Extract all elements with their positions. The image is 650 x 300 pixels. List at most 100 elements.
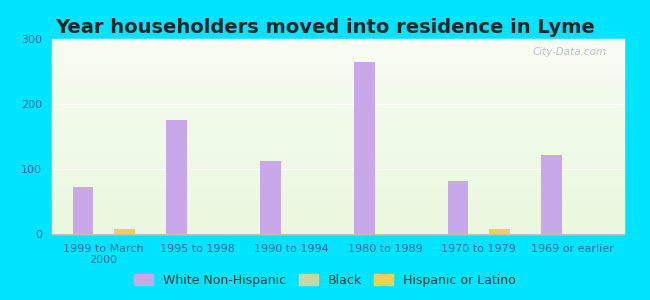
Bar <box>52 160 624 161</box>
Bar <box>52 126 624 127</box>
Bar <box>52 164 624 165</box>
Bar <box>52 44 624 45</box>
Bar <box>52 205 624 206</box>
Bar <box>52 179 624 180</box>
Bar <box>52 215 624 217</box>
Bar <box>52 77 624 78</box>
Bar <box>52 52 624 53</box>
Bar <box>52 186 624 187</box>
Bar <box>52 208 624 209</box>
Bar <box>52 209 624 210</box>
Bar <box>52 144 624 145</box>
Bar <box>52 43 624 44</box>
Bar <box>52 65 624 66</box>
Bar <box>52 168 624 169</box>
Bar <box>52 59 624 60</box>
Bar <box>52 51 624 52</box>
Bar <box>52 39 624 40</box>
Bar <box>52 70 624 71</box>
Bar <box>52 119 624 120</box>
Bar <box>52 196 624 197</box>
Bar <box>52 100 624 101</box>
Bar <box>52 192 624 193</box>
Bar <box>52 94 624 95</box>
Bar <box>52 228 624 229</box>
Bar <box>52 58 624 59</box>
Bar <box>52 203 624 204</box>
Bar <box>52 120 624 121</box>
Bar <box>166 120 187 234</box>
Bar <box>52 218 624 219</box>
Bar <box>52 72 624 73</box>
Bar <box>52 198 624 199</box>
Bar <box>52 182 624 183</box>
Bar <box>52 123 624 124</box>
Bar <box>52 45 624 46</box>
Bar <box>52 55 624 56</box>
Bar <box>52 115 624 116</box>
Bar <box>52 142 624 143</box>
Bar <box>52 80 624 81</box>
Bar <box>52 191 624 192</box>
Bar <box>52 71 624 72</box>
Bar <box>52 150 624 151</box>
Bar <box>52 54 624 55</box>
Bar <box>52 156 624 157</box>
Bar <box>52 153 624 154</box>
Bar <box>52 200 624 201</box>
Bar <box>52 91 624 92</box>
Bar <box>52 40 624 41</box>
Bar <box>52 82 624 83</box>
Bar <box>52 177 624 178</box>
Bar <box>52 147 624 148</box>
Bar <box>52 67 624 68</box>
Bar <box>52 146 624 147</box>
Bar <box>52 89 624 90</box>
Bar <box>52 162 624 163</box>
Bar <box>52 104 624 105</box>
Bar <box>52 76 624 77</box>
Bar <box>52 85 624 86</box>
Bar <box>52 225 624 226</box>
Bar <box>354 62 374 234</box>
Bar <box>448 181 469 234</box>
Bar <box>52 187 624 188</box>
Bar <box>52 155 624 156</box>
Bar <box>52 230 624 231</box>
Bar <box>52 88 624 89</box>
Bar <box>52 133 624 134</box>
Bar <box>52 46 624 47</box>
Bar <box>52 118 624 119</box>
Bar <box>52 231 624 232</box>
Bar <box>52 181 624 182</box>
Bar <box>52 92 624 93</box>
Bar <box>52 211 624 212</box>
Bar <box>52 165 624 166</box>
Bar <box>52 166 624 167</box>
Bar <box>52 78 624 79</box>
Bar <box>52 63 624 64</box>
Bar <box>52 206 624 207</box>
Bar <box>52 61 624 62</box>
Text: City-Data.com: City-Data.com <box>533 47 607 57</box>
Bar <box>52 108 624 109</box>
Text: Year householders moved into residence in Lyme: Year householders moved into residence i… <box>55 18 595 37</box>
Bar <box>52 222 624 223</box>
Bar <box>73 187 93 234</box>
Bar <box>114 229 135 234</box>
Bar <box>52 148 624 149</box>
Bar <box>52 149 624 150</box>
Bar <box>52 157 624 158</box>
Bar <box>52 227 624 228</box>
Bar <box>52 204 624 205</box>
Bar <box>52 201 624 202</box>
Bar <box>52 47 624 48</box>
Bar <box>52 189 624 190</box>
Bar <box>52 141 624 142</box>
Bar <box>52 103 624 104</box>
Bar <box>52 233 624 234</box>
Bar <box>52 219 624 220</box>
Bar <box>52 62 624 63</box>
Bar <box>52 129 624 130</box>
Bar <box>52 132 624 133</box>
